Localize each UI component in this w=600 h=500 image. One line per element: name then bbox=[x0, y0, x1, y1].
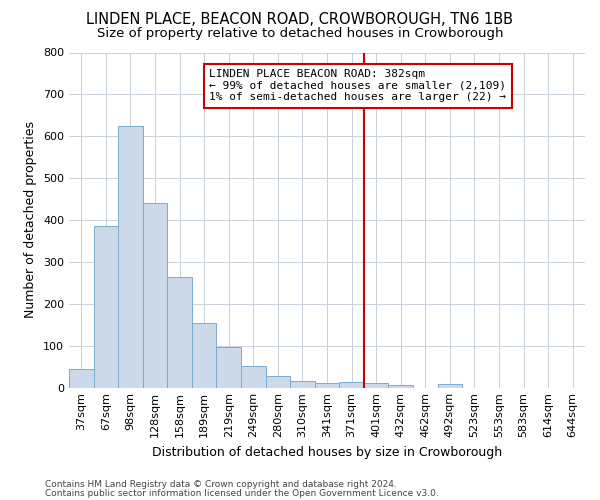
Text: LINDEN PLACE BEACON ROAD: 382sqm
← 99% of detached houses are smaller (2,109)
1%: LINDEN PLACE BEACON ROAD: 382sqm ← 99% o… bbox=[209, 69, 506, 102]
Text: Contains HM Land Registry data © Crown copyright and database right 2024.: Contains HM Land Registry data © Crown c… bbox=[45, 480, 397, 489]
Bar bbox=[167, 276, 192, 388]
Bar bbox=[437, 384, 462, 388]
Bar bbox=[241, 366, 266, 388]
Bar bbox=[192, 322, 217, 388]
Text: Size of property relative to detached houses in Crowborough: Size of property relative to detached ho… bbox=[97, 28, 503, 40]
Text: LINDEN PLACE, BEACON ROAD, CROWBOROUGH, TN6 1BB: LINDEN PLACE, BEACON ROAD, CROWBOROUGH, … bbox=[86, 12, 514, 28]
Bar bbox=[290, 381, 315, 388]
Y-axis label: Number of detached properties: Number of detached properties bbox=[25, 122, 37, 318]
Bar bbox=[143, 203, 167, 388]
Bar bbox=[315, 383, 339, 388]
Bar bbox=[217, 347, 241, 388]
Bar bbox=[339, 382, 364, 388]
Text: Contains public sector information licensed under the Open Government Licence v3: Contains public sector information licen… bbox=[45, 488, 439, 498]
X-axis label: Distribution of detached houses by size in Crowborough: Distribution of detached houses by size … bbox=[152, 446, 502, 459]
Bar bbox=[388, 386, 413, 388]
Bar bbox=[266, 376, 290, 388]
Bar bbox=[364, 384, 388, 388]
Bar bbox=[69, 368, 94, 388]
Bar bbox=[118, 126, 143, 388]
Bar bbox=[94, 226, 118, 388]
